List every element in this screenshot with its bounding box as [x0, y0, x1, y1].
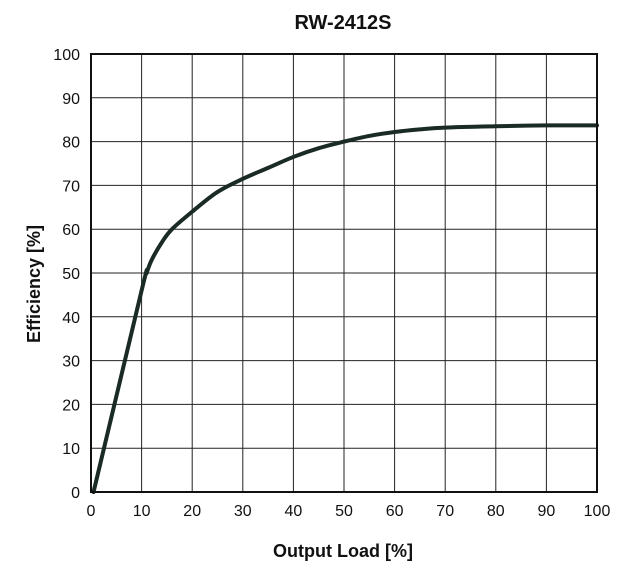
x-tick-label: 10 [133, 503, 151, 520]
chart-title: RW-2412S [294, 12, 391, 34]
x-tick-label: 60 [386, 503, 404, 520]
x-tick-label: 90 [538, 503, 556, 520]
x-axis-label: Output Load [%] [273, 541, 413, 561]
y-tick-label: 10 [62, 441, 80, 458]
y-tick-label: 50 [62, 266, 80, 283]
x-tick-label: 80 [487, 503, 505, 520]
x-tick-label: 20 [183, 503, 201, 520]
x-tick-label: 0 [87, 503, 96, 520]
y-tick-label: 40 [62, 310, 80, 327]
x-tick-label: 30 [234, 503, 252, 520]
y-tick-label: 90 [62, 91, 80, 108]
y-tick-label: 0 [71, 485, 80, 502]
y-tick-label: 20 [62, 397, 80, 414]
efficiency-series-line [91, 123, 599, 494]
x-tick-label: 50 [335, 503, 353, 520]
x-axis-ticks: 0 10 20 30 40 50 60 70 80 90 100 [87, 503, 611, 520]
y-axis-label: Efficiency [%] [24, 225, 44, 343]
x-tick-label: 100 [584, 503, 611, 520]
y-tick-label: 60 [62, 222, 80, 239]
y-tick-label: 70 [62, 178, 80, 195]
grid [90, 53, 598, 493]
x-tick-label: 70 [436, 503, 454, 520]
y-tick-label: 30 [62, 354, 80, 371]
plot-frame [90, 53, 598, 493]
series-group [91, 123, 599, 494]
x-tick-label: 40 [285, 503, 303, 520]
y-tick-label: 80 [62, 135, 80, 152]
y-axis-ticks: 0 10 20 30 40 50 60 70 80 90 100 [53, 47, 80, 502]
y-tick-label: 100 [53, 47, 80, 64]
